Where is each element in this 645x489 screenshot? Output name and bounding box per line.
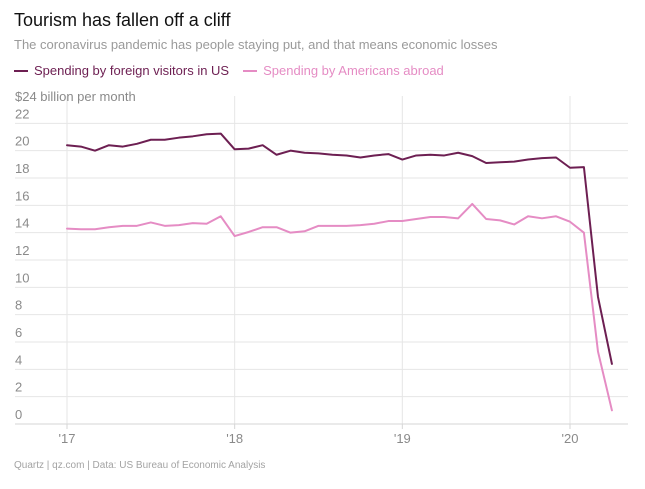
x-tick-label: '18 bbox=[226, 431, 243, 446]
legend-item-foreign: Spending by foreign visitors in US bbox=[14, 63, 229, 78]
chart-subtitle: The coronavirus pandemic has people stay… bbox=[14, 37, 498, 52]
chart-title: Tourism has fallen off a cliff bbox=[14, 10, 231, 30]
y-tick-label: 8 bbox=[15, 298, 22, 313]
x-tick-label: '17 bbox=[59, 431, 76, 446]
y-tick-label: 4 bbox=[15, 352, 22, 367]
y-tick-label: 22 bbox=[15, 106, 29, 121]
series-layer bbox=[66, 132, 613, 412]
y-tick-label: 2 bbox=[15, 380, 22, 395]
y-tick-label: 6 bbox=[15, 325, 22, 340]
x-tick-label: '19 bbox=[394, 431, 411, 446]
source-footer: Quartz | qz.com | Data: US Bureau of Eco… bbox=[14, 460, 266, 471]
y-tick-label: 16 bbox=[15, 188, 29, 203]
legend-label-foreign: Spending by foreign visitors in US bbox=[34, 63, 230, 78]
legend-swatch-abroad bbox=[243, 69, 258, 72]
grid-layer bbox=[15, 96, 628, 424]
legend: Spending by foreign visitors in US Spend… bbox=[14, 63, 458, 78]
y-tick-label: 0 bbox=[15, 407, 22, 422]
legend-swatch-foreign bbox=[14, 69, 28, 72]
y-tick-label: 18 bbox=[15, 161, 29, 176]
legend-item-abroad: Spending by Americans abroad bbox=[243, 63, 444, 78]
y-tick-label: 10 bbox=[15, 270, 29, 285]
legend-label-abroad: Spending by Americans abroad bbox=[263, 63, 444, 78]
y-tick-label: 14 bbox=[15, 216, 29, 231]
y-axis-label: $24 billion per month bbox=[15, 89, 136, 104]
x-tick-label: '20 bbox=[562, 431, 579, 446]
series-line-foreign bbox=[66, 132, 613, 365]
y-tick-label: 20 bbox=[15, 134, 29, 149]
series-line-abroad bbox=[66, 202, 613, 412]
axis-layer: 0 2 4 6 8 10 12 14 16 18 20 22 '17 '18 '19 '20 bbox=[15, 106, 628, 446]
y-tick-label: 12 bbox=[15, 243, 29, 258]
